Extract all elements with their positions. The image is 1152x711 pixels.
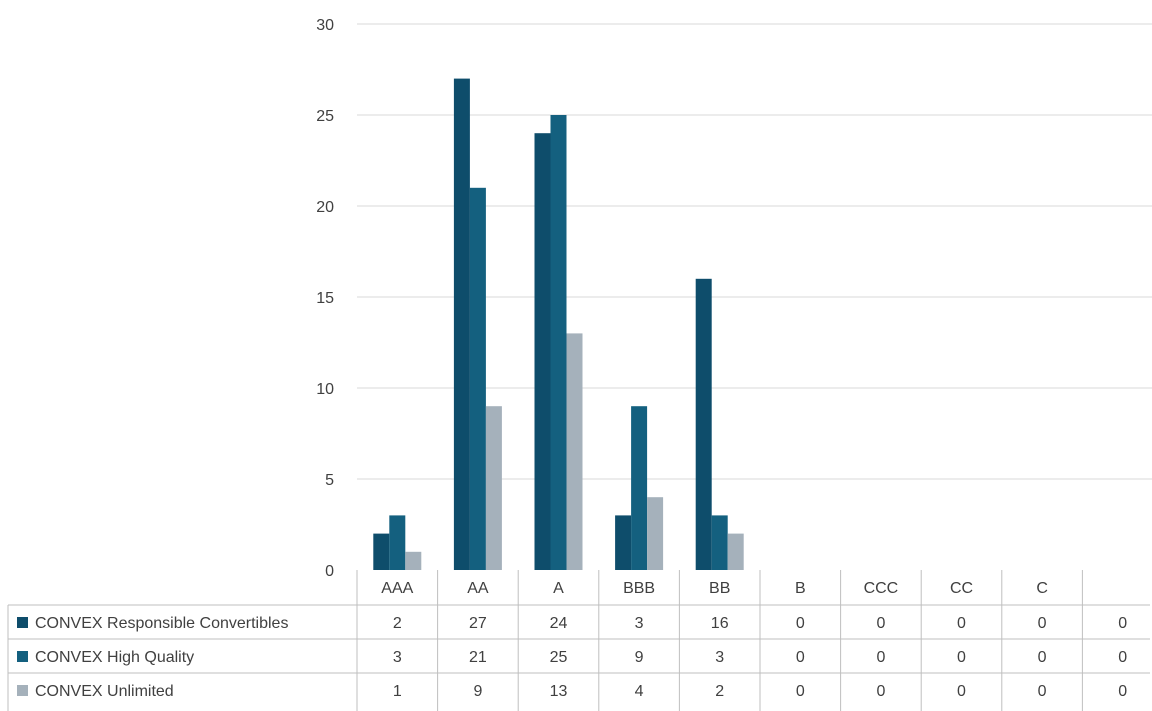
table-cell-value: 27 (469, 615, 487, 632)
bar (534, 133, 551, 570)
bar (631, 406, 648, 570)
y-tick-label: 25 (316, 108, 334, 125)
bar (453, 78, 470, 570)
bar (695, 278, 712, 570)
bar (389, 515, 406, 570)
x-tick-label: B (795, 580, 806, 597)
table-cell-value: 0 (1038, 649, 1047, 666)
table-cell-value: 3 (715, 649, 724, 666)
legend-key (17, 651, 28, 662)
bar (550, 115, 567, 570)
table-cell-value: 0 (1038, 615, 1047, 632)
table-cell-value: 0 (1118, 649, 1127, 666)
table-cell-value: 0 (1118, 683, 1127, 700)
table-cell-value: 25 (550, 649, 568, 666)
x-tick-label: AA (467, 580, 489, 597)
legend-series-name: CONVEX High Quality (35, 649, 194, 666)
x-tick-label: CC (950, 580, 973, 597)
bar (711, 515, 728, 570)
x-tick-label: BBB (623, 580, 655, 597)
x-tick-label: C (1036, 580, 1048, 597)
table-cell-value: 2 (393, 615, 402, 632)
x-tick-label: BB (709, 580, 730, 597)
table-cell-value: 0 (796, 615, 805, 632)
bar (469, 187, 486, 571)
y-tick-label: 5 (325, 472, 334, 489)
legend-series-name: CONVEX Unlimited (35, 683, 174, 700)
table-cell-value: 0 (876, 649, 885, 666)
table-cell-value: 3 (393, 649, 402, 666)
bar (727, 533, 744, 570)
table-cell-value: 2 (715, 683, 724, 700)
table-cell-value: 0 (876, 683, 885, 700)
table-cell-value: 16 (711, 615, 729, 632)
x-tick-label: AAA (381, 580, 413, 597)
table-cell-value: 0 (1038, 683, 1047, 700)
bar (566, 333, 583, 570)
table-cell-value: 0 (957, 615, 966, 632)
x-tick-label: CCC (864, 580, 899, 597)
table-cell-value: 0 (876, 615, 885, 632)
table-cell-value: 24 (550, 615, 568, 632)
table-cell-value: 0 (796, 683, 805, 700)
bar (615, 515, 632, 570)
table-cell-value: 0 (796, 649, 805, 666)
table-cell-value: 0 (957, 683, 966, 700)
table-cell-value: 0 (1118, 615, 1127, 632)
bar (373, 533, 390, 570)
table-cell-value: 21 (469, 649, 487, 666)
table-cell-value: 0 (957, 649, 966, 666)
table-cell-value: 9 (473, 683, 482, 700)
y-tick-label: 30 (316, 17, 334, 34)
table-cell-value: 9 (635, 649, 644, 666)
bar (647, 497, 664, 570)
table-cell-value: 4 (635, 683, 644, 700)
y-tick-label: 10 (316, 381, 334, 398)
table-cell-value: 13 (550, 683, 568, 700)
y-tick-label: 0 (325, 563, 334, 580)
table-cell-value: 1 (393, 683, 402, 700)
table-cell-value: 3 (635, 615, 644, 632)
x-tick-label: A (553, 580, 564, 597)
bar (485, 406, 502, 570)
legend-key (17, 685, 28, 696)
y-tick-label: 20 (316, 199, 334, 216)
legend-key (17, 617, 28, 628)
legend-series-name: CONVEX Responsible Convertibles (35, 615, 288, 632)
bar (405, 551, 422, 570)
y-tick-label: 15 (316, 290, 334, 307)
